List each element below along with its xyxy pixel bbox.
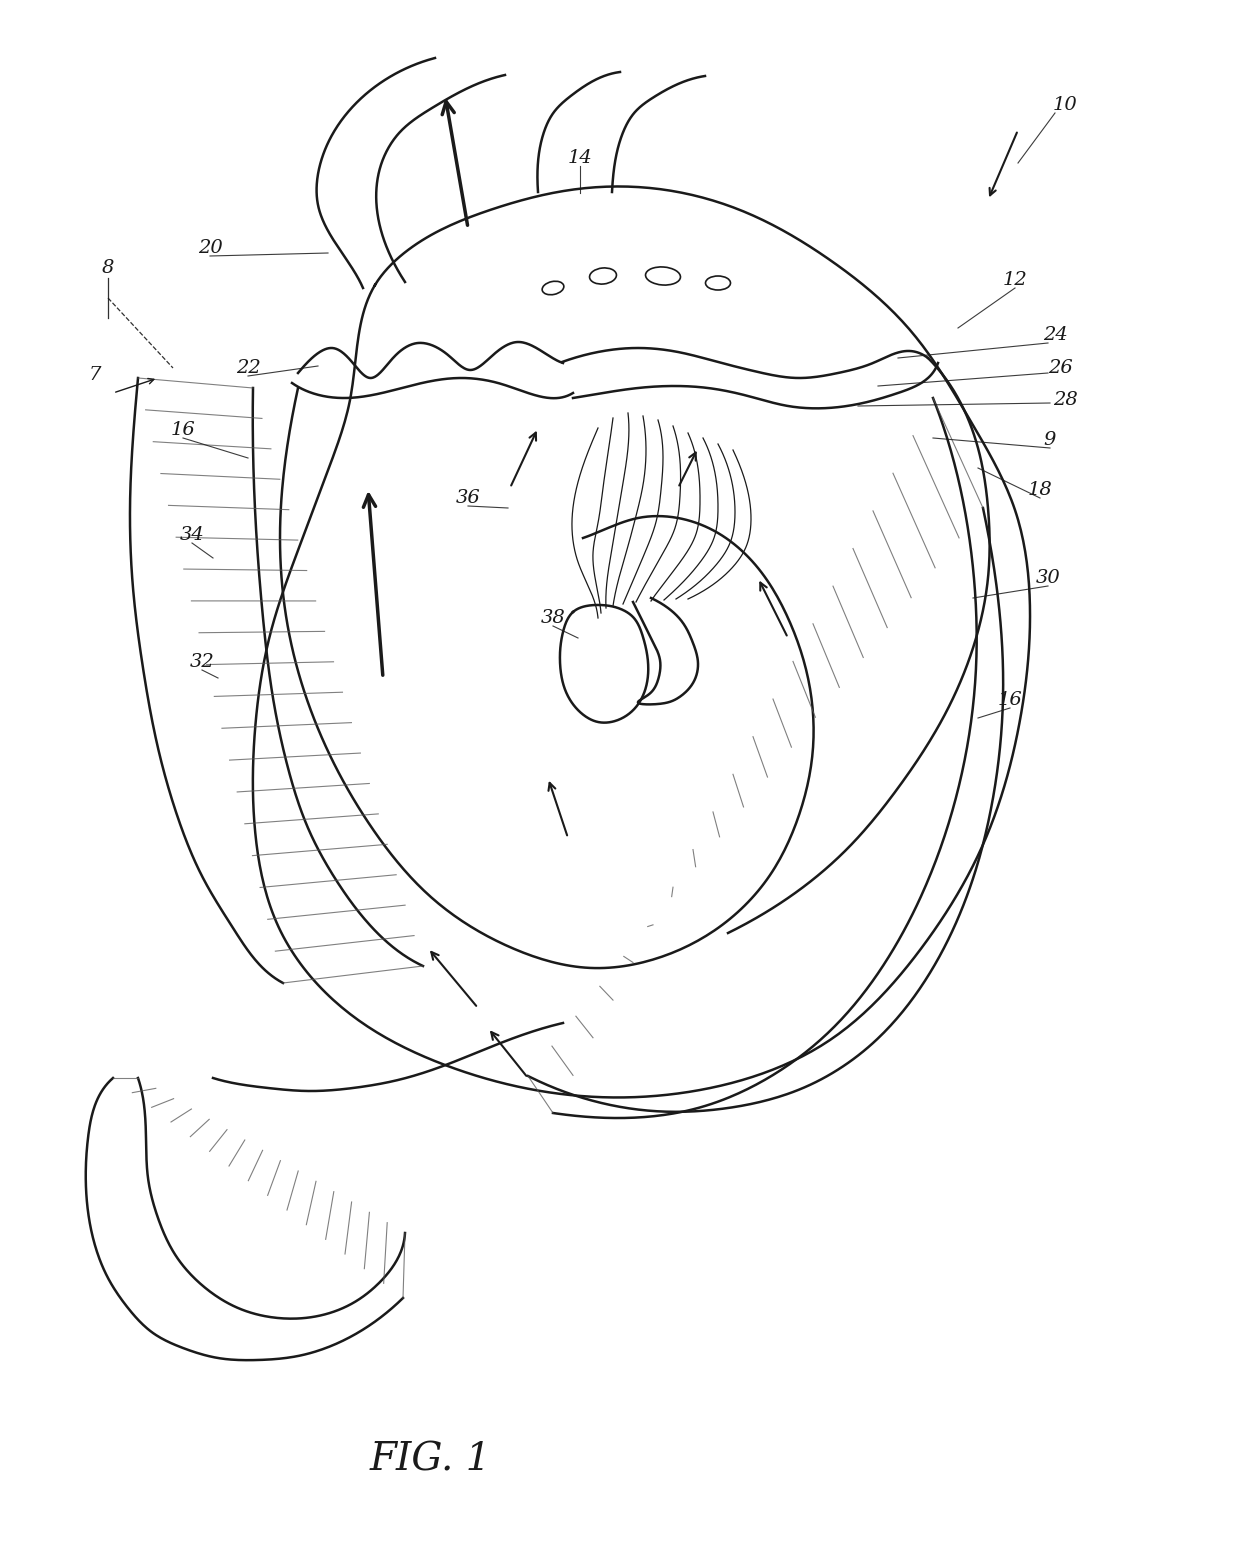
Ellipse shape (706, 276, 730, 290)
Text: 34: 34 (180, 525, 205, 544)
Text: 9: 9 (1044, 431, 1056, 449)
Ellipse shape (646, 267, 681, 285)
Text: 14: 14 (568, 149, 593, 167)
Text: 18: 18 (1028, 480, 1053, 499)
Text: 38: 38 (541, 609, 565, 628)
Text: 8: 8 (102, 259, 114, 277)
Text: 16: 16 (171, 422, 196, 439)
Text: 32: 32 (190, 653, 215, 671)
Ellipse shape (542, 281, 564, 294)
Text: 26: 26 (1048, 360, 1073, 377)
Text: 16: 16 (998, 691, 1022, 708)
Text: FIG. 1: FIG. 1 (370, 1442, 491, 1479)
Text: 24: 24 (1043, 326, 1068, 344)
Text: 12: 12 (1003, 271, 1028, 288)
Text: 30: 30 (1035, 569, 1060, 587)
Text: 28: 28 (1053, 391, 1078, 409)
Text: 7: 7 (89, 366, 102, 384)
Text: 22: 22 (236, 360, 260, 377)
Text: 20: 20 (197, 239, 222, 257)
Text: 36: 36 (455, 488, 480, 507)
Text: 10: 10 (1053, 96, 1078, 115)
Ellipse shape (589, 268, 616, 284)
